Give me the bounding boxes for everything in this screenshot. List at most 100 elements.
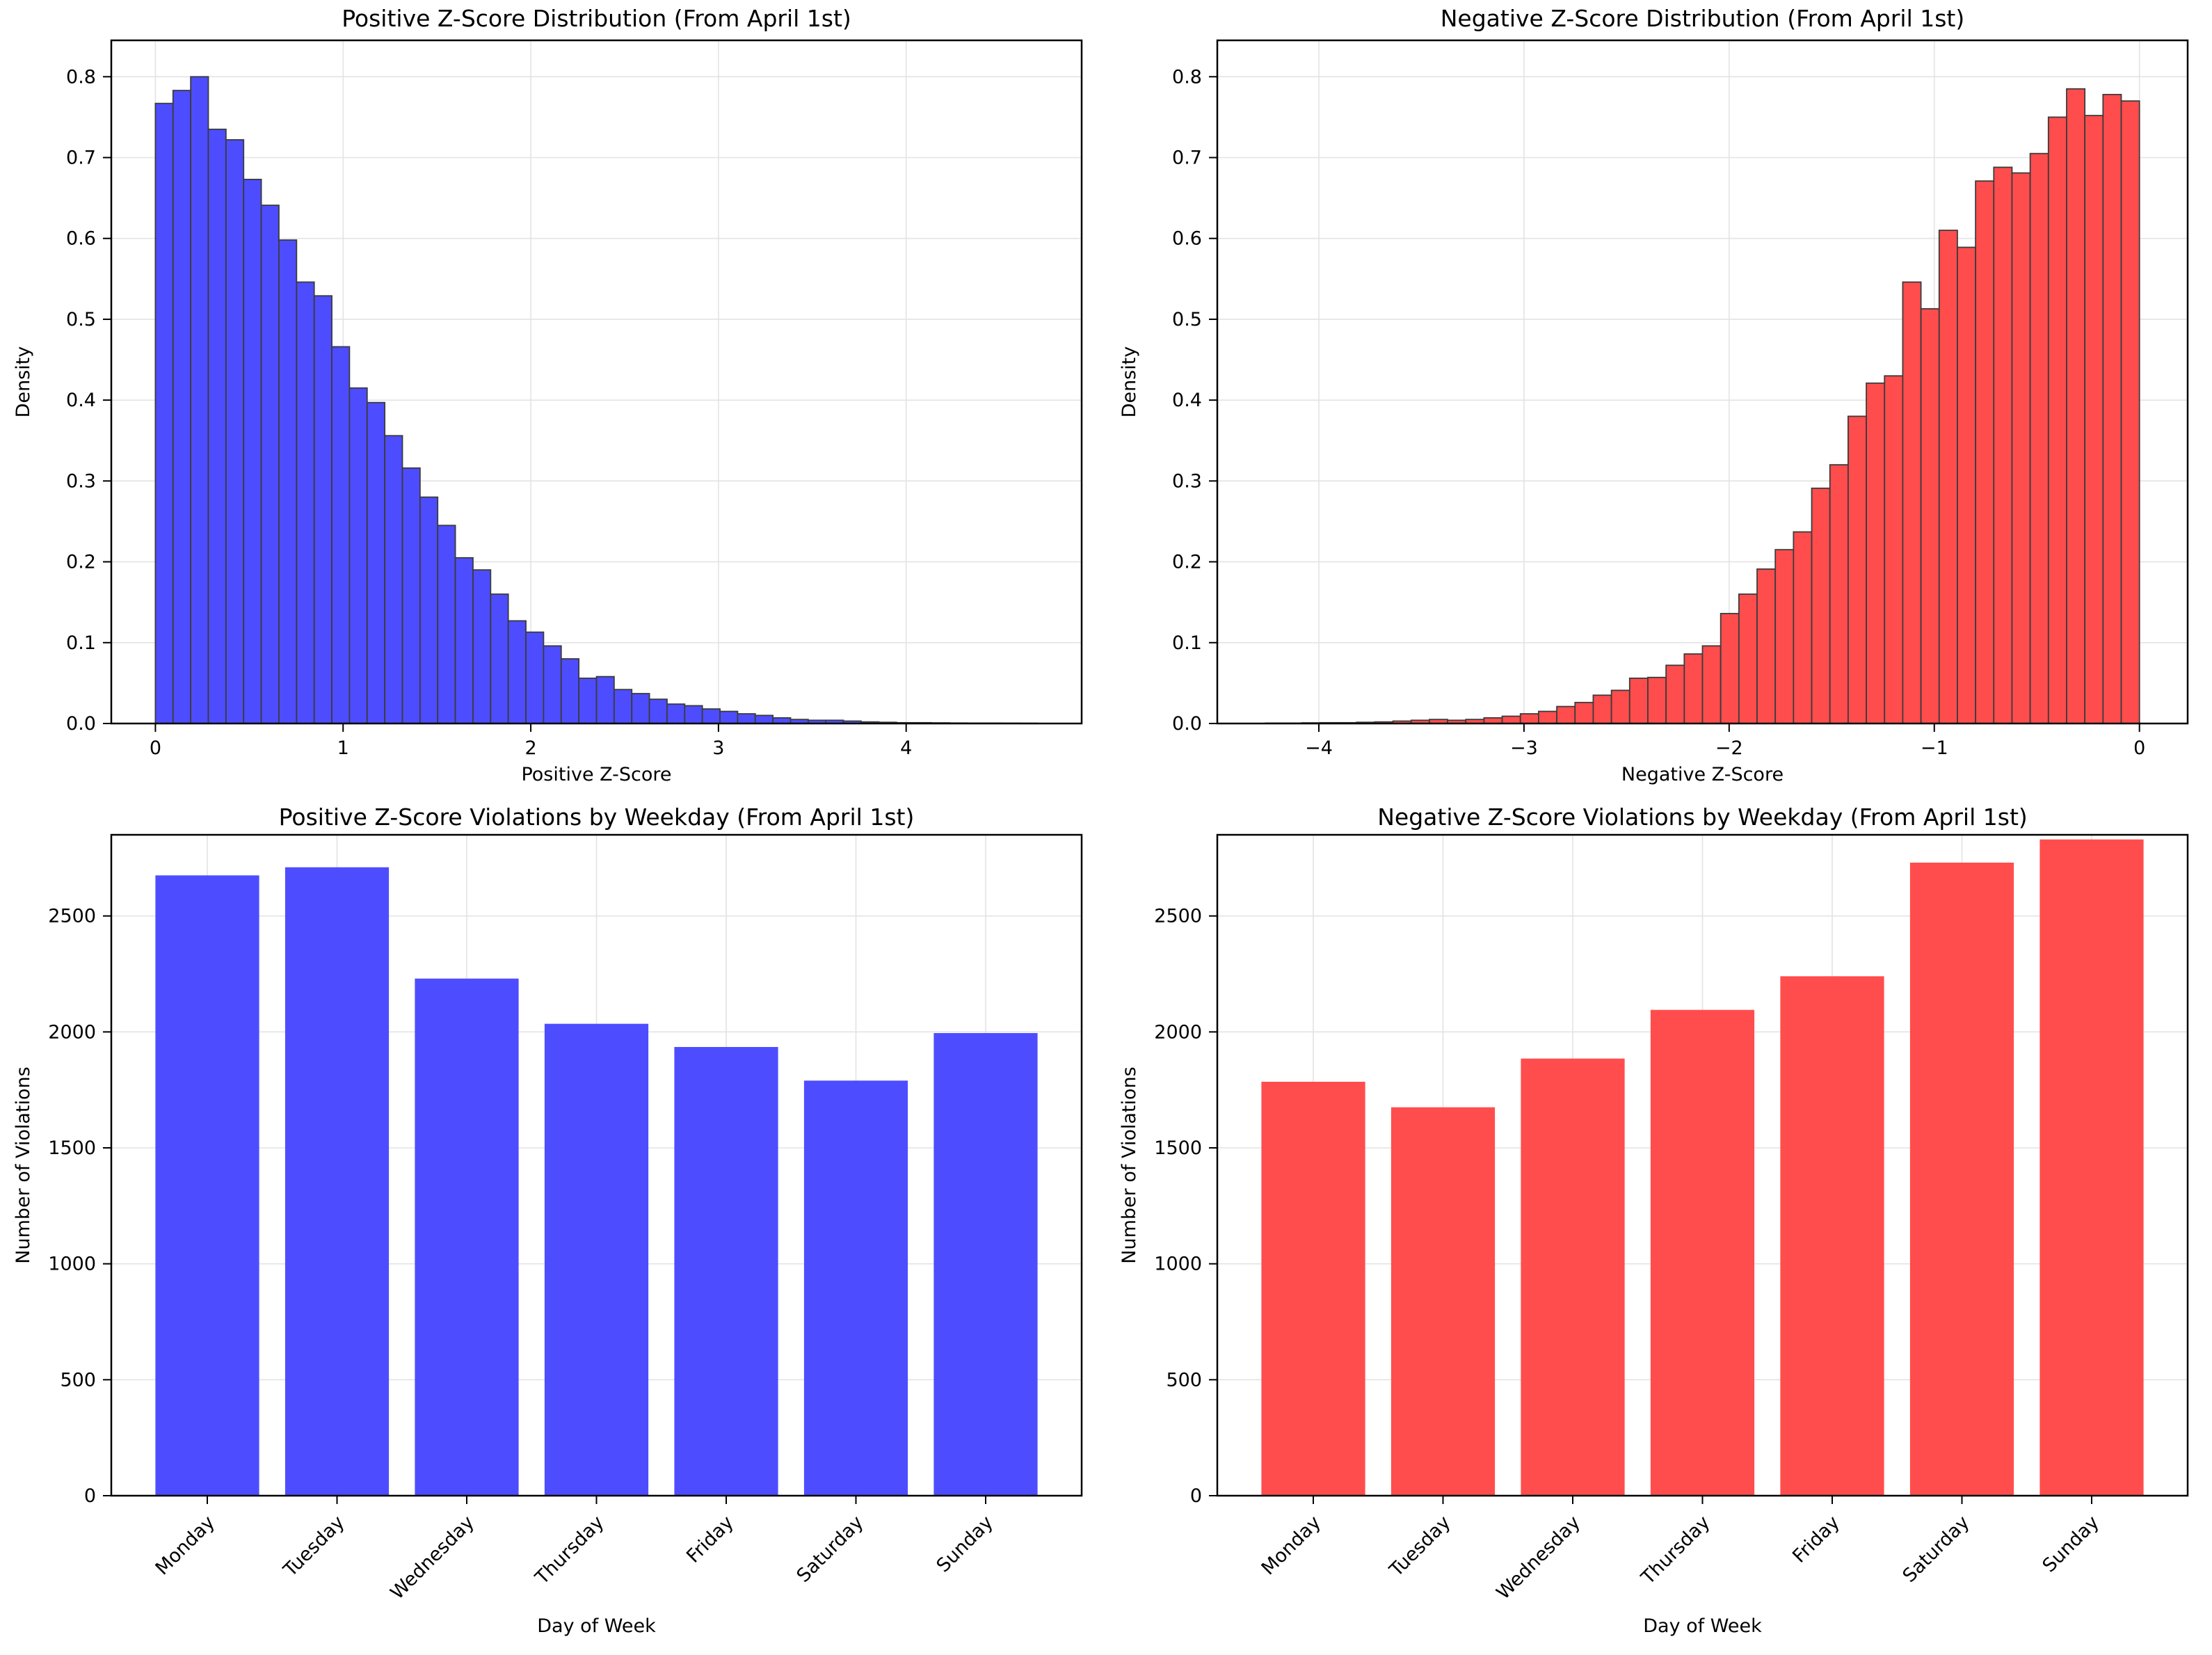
histogram-bin xyxy=(401,467,421,724)
histogram-bin xyxy=(1993,166,2013,724)
histogram-bin xyxy=(1720,613,1740,724)
x-axis-label: Negative Z-Score xyxy=(1621,764,1784,785)
chart-svg: 0.0 0.1 0.2 0.3 0.4 0.5 0.6 0.7 0.8 0 1 2 3 4 Positive… xyxy=(0,0,1106,800)
chart-svg: 0.0 0.1 0.2 0.3 0.4 0.5 0.6 0.7 0.8 −4 −3 −2 −1 0 Nega… xyxy=(1106,0,2212,800)
histogram-bin xyxy=(1811,487,1831,724)
x-tick-label: −4 xyxy=(1305,737,1333,759)
bar xyxy=(544,1023,649,1496)
histogram-bin xyxy=(1774,549,1795,724)
histogram-bin xyxy=(190,76,209,724)
histogram-bin xyxy=(1957,246,1977,724)
y-tick-label: 0.7 xyxy=(1172,147,1202,169)
bar-series xyxy=(1261,839,2144,1496)
axes: 0.0 0.1 0.2 0.3 0.4 0.5 0.6 0.7 0.8 −4 −3 −2 −1 0 xyxy=(1172,66,2145,759)
bar xyxy=(1909,863,2014,1496)
histogram-bin xyxy=(1866,382,1886,724)
chart-title: Negative Z-Score Violations by Weekday (… xyxy=(1377,803,2028,831)
histogram-bin xyxy=(2102,93,2122,724)
histogram-bin xyxy=(260,205,280,724)
y-tick-label: 0.3 xyxy=(66,470,96,492)
y-tick-label: 2500 xyxy=(1154,906,1202,927)
histogram-bin xyxy=(595,675,615,724)
histogram-bin xyxy=(207,128,227,724)
plot-border xyxy=(110,833,1083,1497)
bar xyxy=(1650,1009,1755,1496)
chart-title: Positive Z-Score Distribution (From Apri… xyxy=(342,5,851,32)
x-axis-label: Positive Z-Score xyxy=(521,764,671,785)
y-tick-label: 0.3 xyxy=(1172,470,1202,492)
histogram-bin xyxy=(2084,115,2104,724)
histogram-bin xyxy=(419,496,439,724)
histogram-bin xyxy=(719,710,739,724)
histogram-bin xyxy=(1628,678,1649,724)
y-tick-label: 0.4 xyxy=(66,390,96,411)
histogram-bin xyxy=(1902,281,1922,724)
y-tick-label: 2500 xyxy=(48,906,96,927)
bar xyxy=(1521,1058,1625,1496)
bar xyxy=(1261,1082,1365,1496)
y-tick-label: 0.0 xyxy=(1172,713,1202,735)
histogram-bin xyxy=(1975,180,1995,724)
x-tick-label: −1 xyxy=(1921,737,1948,759)
histogram-bin xyxy=(1847,415,1867,724)
histogram-bin xyxy=(613,689,633,724)
histogram-bin xyxy=(296,281,315,724)
chart-title: Positive Z-Score Violations by Weekday (… xyxy=(279,803,915,831)
y-tick-label: 1500 xyxy=(48,1137,96,1159)
y-tick-label: 1000 xyxy=(48,1254,96,1275)
bar xyxy=(284,867,390,1496)
x-tick-label: 1 xyxy=(337,737,349,759)
histogram-bin xyxy=(366,401,386,724)
x-tick-label: −2 xyxy=(1715,737,1743,759)
negative-zscore-distribution-panel: 0.0 0.1 0.2 0.3 0.4 0.5 0.6 0.7 0.8 −4 −3 −2 −1 0 Nega… xyxy=(1106,0,2212,800)
y-tick-label: 0.1 xyxy=(1172,632,1202,654)
y-tick-label: 0.2 xyxy=(66,552,96,573)
histogram-bin xyxy=(684,705,703,724)
histogram-bin xyxy=(754,714,774,724)
y-tick-label: 500 xyxy=(1166,1369,1202,1391)
histogram-bin xyxy=(1683,653,1704,724)
bar xyxy=(155,875,259,1496)
histogram-bin xyxy=(1665,664,1685,724)
histogram-bin xyxy=(1501,715,1521,724)
histogram-bin xyxy=(154,102,174,724)
histogram-bin xyxy=(1829,464,1849,724)
y-tick-label: 0.8 xyxy=(1172,66,1202,88)
y-tick-label: 0.6 xyxy=(66,228,96,250)
y-axis-label: Density xyxy=(1119,346,1140,418)
histogram-bin xyxy=(2011,172,2031,724)
histogram-bin xyxy=(1519,713,1539,724)
x-tick-label: 3 xyxy=(712,737,724,759)
x-axis-label: Day of Week xyxy=(537,1615,656,1637)
bar xyxy=(674,1047,778,1496)
y-tick-label: 1500 xyxy=(1154,1137,1202,1159)
histogram-bin xyxy=(737,713,756,724)
y-tick-label: 0.1 xyxy=(66,632,96,654)
histogram-bin xyxy=(578,678,598,724)
histogram-bars xyxy=(154,76,1039,725)
histogram-bin xyxy=(1556,705,1576,724)
y-axis-label: Number of Violations xyxy=(1119,1066,1140,1263)
y-tick-label: 0.5 xyxy=(1172,309,1202,330)
y-tick-label: 0.8 xyxy=(66,66,96,88)
x-tick-label: 2 xyxy=(524,737,536,759)
histogram-bin xyxy=(313,295,332,724)
histogram-bin xyxy=(225,139,245,724)
histogram-bin xyxy=(648,698,668,724)
histogram-bin xyxy=(1756,568,1777,724)
x-axis-label: Day of Week xyxy=(1643,1615,1762,1637)
positive-zscore-violations-weekday-panel: 0 500 1000 1500 2000 2500 Monday Tuesday Wednesd… xyxy=(0,800,1106,1655)
histogram-bin xyxy=(1610,689,1630,724)
x-tick-label: 4 xyxy=(900,737,912,759)
y-axis-label: Number of Violations xyxy=(13,1066,34,1263)
y-tick-label: 500 xyxy=(60,1369,96,1391)
histogram-bin xyxy=(2066,88,2086,724)
histogram-bin xyxy=(631,693,650,724)
y-tick-label: 0 xyxy=(84,1485,96,1507)
histogram-bin xyxy=(1647,676,1667,724)
histogram-bin xyxy=(1938,230,1958,724)
x-tick-label: 0 xyxy=(2133,737,2145,759)
y-tick-label: 2000 xyxy=(1154,1021,1202,1043)
